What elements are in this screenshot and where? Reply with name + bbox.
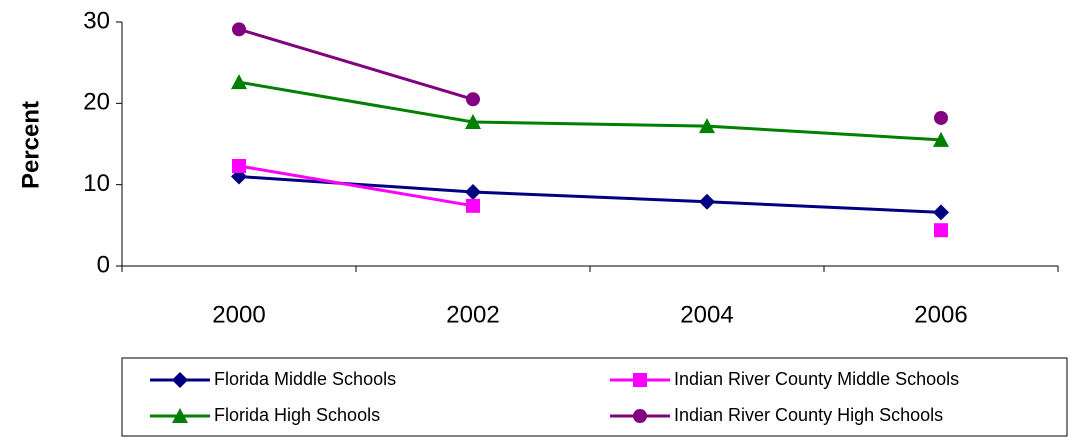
- data-point: [231, 74, 247, 90]
- series-line: [238, 175, 942, 214]
- data-point: [933, 131, 949, 147]
- legend-label: Florida High Schools: [214, 405, 380, 425]
- legend-label: Indian River County Middle Schools: [674, 369, 959, 389]
- series-line: [239, 29, 941, 118]
- data-point: [466, 92, 480, 107]
- legend-marker: [633, 373, 647, 387]
- data-point: [466, 198, 480, 213]
- y-tick-label: 0: [97, 251, 110, 278]
- legend-marker: [172, 372, 188, 388]
- data-point: [232, 158, 246, 173]
- data-point: [934, 110, 948, 125]
- legend-box: [121, 357, 1068, 437]
- x-tick-label: 2006: [914, 301, 967, 328]
- y-axis-label: Percent: [17, 101, 44, 189]
- data-point: [934, 223, 948, 238]
- y-tick-label: 10: [83, 170, 110, 197]
- data-point: [232, 22, 246, 37]
- y-tick-label: 30: [83, 7, 110, 34]
- data-point: [465, 183, 481, 200]
- data-point: [933, 204, 949, 221]
- x-tick-label: 2000: [212, 301, 265, 328]
- data-point: [699, 193, 715, 210]
- data-point: [465, 114, 481, 130]
- legend-label: Florida Middle Schools: [214, 369, 396, 389]
- series-line: [238, 80, 942, 142]
- legend-marker: [172, 408, 188, 423]
- x-tick-label: 2004: [680, 301, 733, 328]
- legend-marker: [633, 409, 647, 423]
- x-tick-label: 2002: [446, 301, 499, 328]
- data-point: [699, 118, 715, 134]
- legend-label: Indian River County High Schools: [674, 405, 943, 425]
- y-tick-label: 20: [83, 89, 110, 116]
